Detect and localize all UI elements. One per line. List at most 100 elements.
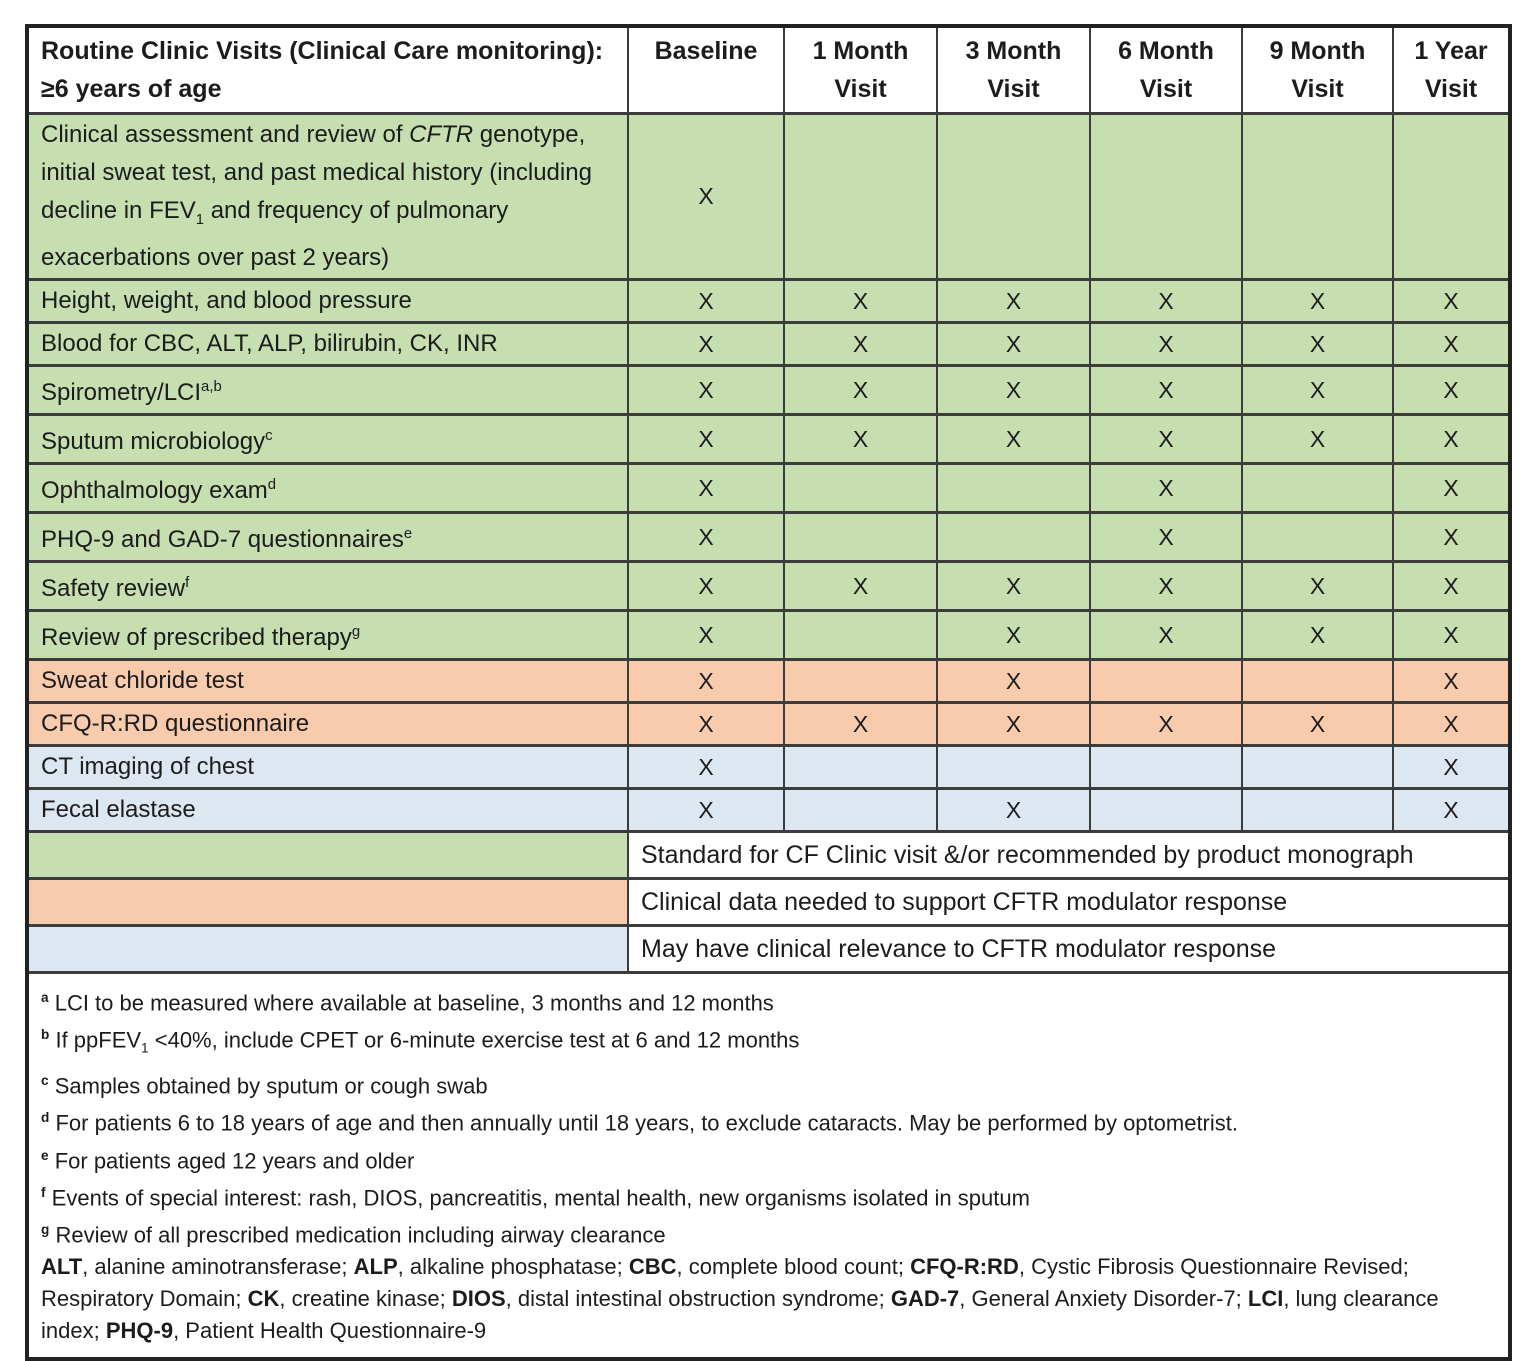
- visit-mark-cell: X: [1089, 608, 1243, 661]
- column-header: 1 Month Visit: [783, 24, 938, 115]
- visit-mark-cell: X: [783, 700, 938, 747]
- visit-mark-cell: X: [1241, 363, 1394, 416]
- table-row: Review of prescribed therapyg X X X X X: [26, 608, 1511, 661]
- table-row: Height, weight, and blood pressure X X X X X X: [26, 277, 1511, 324]
- table-title: Routine Clinic Visits (Clinical Care mon…: [26, 24, 629, 115]
- header-row: Routine Clinic Visits (Clinical Care mon…: [26, 24, 1511, 115]
- visit-mark-cell: X: [627, 700, 785, 747]
- visit-mark-cell: X: [627, 608, 785, 661]
- visit-mark-cell: [936, 461, 1091, 514]
- visit-mark-cell: X: [1241, 412, 1394, 465]
- visit-mark-cell: X: [627, 743, 785, 790]
- legend-color-swatch: [26, 923, 629, 974]
- row-label: Sputum microbiologyc: [26, 412, 629, 465]
- row-label: Ophthalmology examd: [26, 461, 629, 514]
- table-row: Safety reviewf X X X X X X: [26, 559, 1511, 612]
- legend-label: Standard for CF Clinic visit &/or recomm…: [627, 829, 1511, 880]
- visit-mark-cell: [783, 657, 938, 704]
- visit-mark-cell: X: [1392, 559, 1511, 612]
- column-header: 9 Month Visit: [1241, 24, 1394, 115]
- legend-label-text: Standard for CF Clinic visit &/or recomm…: [641, 840, 1414, 869]
- row-label: Blood for CBC, ALT, ALP, bilirubin, CK, …: [26, 320, 629, 367]
- table-row: Clinical assessment and review of CFTR g…: [26, 112, 1511, 281]
- footnotes-block: a LCI to be measured where available at …: [26, 970, 1511, 1361]
- row-label: Review of prescribed therapyg: [26, 608, 629, 661]
- footnote: g Review of all prescribed medication in…: [41, 1222, 666, 1248]
- visit-mark-cell: X: [783, 412, 938, 465]
- visit-mark-cell: X: [627, 559, 785, 612]
- footnote: d For patients 6 to 18 years of age and …: [41, 1110, 1238, 1136]
- visit-mark-cell: X: [936, 277, 1091, 324]
- visit-mark-cell: X: [1089, 277, 1243, 324]
- table-row: Fecal elastase X X X: [26, 786, 1511, 833]
- visit-mark-cell: X: [1241, 700, 1394, 747]
- row-label: Fecal elastase: [26, 786, 629, 833]
- legend-row: May have clinical relevance to CFTR modu…: [26, 923, 1511, 974]
- legend-label-text: May have clinical relevance to CFTR modu…: [641, 934, 1276, 963]
- visit-mark-cell: X: [936, 657, 1091, 704]
- column-header: Baseline: [627, 24, 785, 115]
- legend-row: Standard for CF Clinic visit &/or recomm…: [26, 829, 1511, 880]
- visit-mark-cell: [783, 461, 938, 514]
- visit-mark-cell: [1392, 112, 1511, 281]
- visit-mark-cell: [1241, 657, 1394, 704]
- visit-mark-cell: X: [1089, 510, 1243, 563]
- row-label: CT imaging of chest: [26, 743, 629, 790]
- visit-mark-cell: X: [1241, 559, 1394, 612]
- footnote: c Samples obtained by sputum or cough sw…: [41, 1072, 488, 1099]
- visit-mark-cell: X: [1392, 412, 1511, 465]
- visit-mark-cell: X: [936, 608, 1091, 661]
- visit-mark-cell: X: [1241, 277, 1394, 324]
- visit-mark-cell: X: [627, 461, 785, 514]
- row-label: PHQ-9 and GAD-7 questionnairese: [26, 510, 629, 563]
- row-label: Sweat chloride test: [26, 657, 629, 704]
- table-row: Sweat chloride test X X X: [26, 657, 1511, 704]
- visit-mark-cell: X: [1241, 608, 1394, 661]
- visit-mark-cell: [783, 786, 938, 833]
- visit-mark-cell: X: [1392, 657, 1511, 704]
- visit-mark-cell: X: [627, 786, 785, 833]
- visit-mark-cell: X: [1089, 461, 1243, 514]
- visit-mark-cell: [1241, 112, 1394, 281]
- legend-color-swatch: [26, 876, 629, 927]
- visit-mark-cell: X: [1392, 277, 1511, 324]
- visit-mark-cell: X: [1392, 608, 1511, 661]
- visit-mark-cell: [1089, 112, 1243, 281]
- visit-mark-cell: [783, 112, 938, 281]
- visit-mark-cell: X: [1392, 786, 1511, 833]
- footnotes-section: a LCI to be measured where available at …: [26, 970, 1511, 1361]
- visit-mark-cell: X: [1089, 700, 1243, 747]
- table-row: CFQ-R:RD questionnaire X X X X X X: [26, 700, 1511, 747]
- abbreviations: ALT, alanine aminotransferase; ALP, alka…: [41, 1254, 1439, 1344]
- column-header: 3 Month Visit: [936, 24, 1091, 115]
- visit-mark-cell: X: [1392, 461, 1511, 514]
- visit-mark-cell: X: [783, 559, 938, 612]
- row-label: Safety reviewf: [26, 559, 629, 612]
- visit-mark-cell: [936, 743, 1091, 790]
- legend-row: Clinical data needed to support CFTR mod…: [26, 876, 1511, 927]
- visit-mark-cell: X: [936, 786, 1091, 833]
- table-body: Clinical assessment and review of CFTR g…: [26, 112, 1511, 833]
- visit-mark-cell: X: [1089, 412, 1243, 465]
- visit-mark-cell: X: [627, 320, 785, 367]
- visit-mark-cell: [936, 510, 1091, 563]
- visit-mark-cell: X: [936, 320, 1091, 367]
- visit-mark-cell: X: [627, 510, 785, 563]
- visit-mark-cell: [783, 608, 938, 661]
- table-row: Spirometry/LCIa,b X X X X X X: [26, 363, 1511, 416]
- footnote: f Events of special interest: rash, DIOS…: [41, 1184, 1030, 1211]
- visit-mark-cell: X: [627, 112, 785, 281]
- visit-mark-cell: X: [627, 277, 785, 324]
- visit-mark-cell: X: [1392, 363, 1511, 416]
- visit-mark-cell: X: [627, 412, 785, 465]
- column-header: 1 Year Visit: [1392, 24, 1511, 115]
- visit-mark-cell: [1241, 510, 1394, 563]
- legend-section: Standard for CF Clinic visit &/or recomm…: [26, 829, 1511, 974]
- legend-label-text: Clinical data needed to support CFTR mod…: [641, 887, 1288, 916]
- visit-mark-cell: [1241, 786, 1394, 833]
- row-label: CFQ-R:RD questionnaire: [26, 700, 629, 747]
- visit-mark-cell: X: [1089, 559, 1243, 612]
- column-header: 6 Month Visit: [1089, 24, 1243, 115]
- table-row: Ophthalmology examd X X X: [26, 461, 1511, 514]
